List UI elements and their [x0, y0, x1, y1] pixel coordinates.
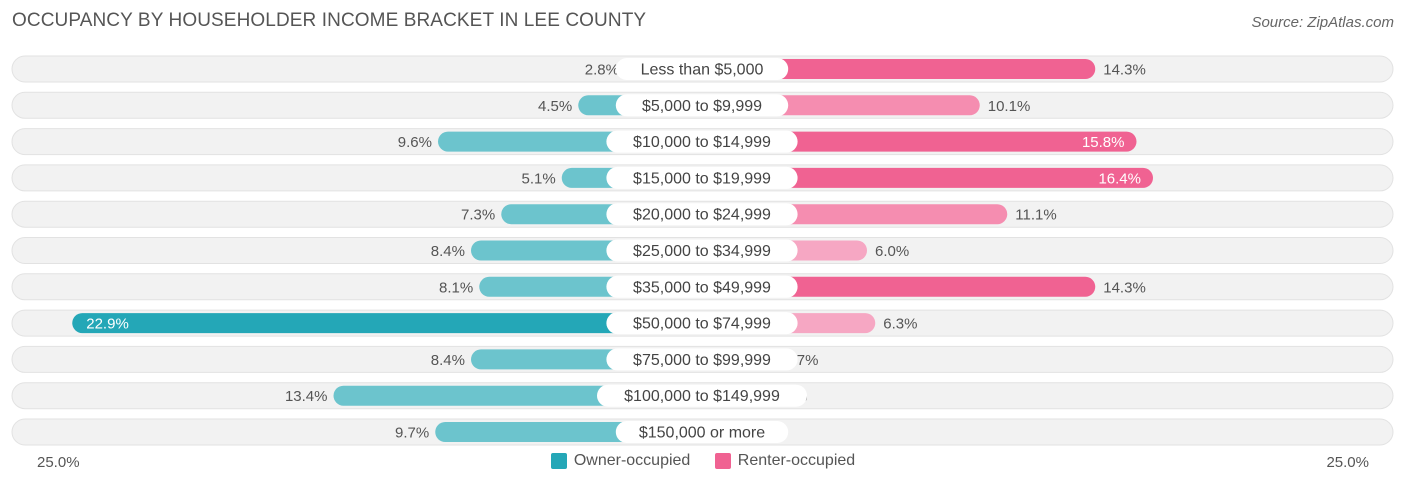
renter-bar — [702, 167, 1153, 188]
renter-value-label: 11.1% — [1015, 207, 1056, 224]
legend-item-owner: Owner-occupied — [550, 452, 691, 470]
category-pill — [606, 348, 798, 371]
category-pill — [615, 421, 789, 443]
owner-value-label: 13.4% — [285, 388, 328, 405]
owner-value-label: 8.1% — [439, 279, 473, 296]
category-pill — [606, 203, 798, 226]
axis-right-label: 25.0% — [1326, 454, 1369, 471]
owner-value-label: 7.3% — [461, 207, 495, 224]
renter-bar — [702, 276, 1096, 297]
category-pill — [615, 94, 789, 117]
category-label: $20,000 to $24,999 — [633, 207, 771, 224]
category-label: $5,000 to $9,999 — [642, 98, 762, 115]
owner-value-label: 5.1% — [522, 170, 556, 187]
owner-value-label: 4.5% — [538, 98, 572, 115]
legend-label-owner: Owner-occupied — [573, 452, 691, 469]
category-label: $35,000 to $49,999 — [633, 279, 771, 296]
category-label: $75,000 to $99,999 — [633, 352, 771, 369]
chart-source: Source: ZipAtlas.com — [1251, 14, 1394, 31]
category-label: $15,000 to $19,999 — [633, 170, 771, 187]
category-pill — [606, 275, 798, 298]
owner-value-label: 2.8% — [585, 62, 619, 79]
owner-value-label: 9.6% — [398, 134, 432, 151]
category-pill — [606, 130, 798, 153]
category-pill — [606, 166, 798, 189]
axis-left-label: 25.0% — [37, 454, 80, 471]
renter-value-label: 15.8% — [1082, 134, 1125, 151]
legend-swatch-renter — [714, 453, 731, 469]
renter-value-label: 10.1% — [988, 98, 1031, 115]
legend-swatch-owner — [550, 453, 567, 469]
owner-bar — [72, 313, 702, 334]
category-label: $100,000 to $149,999 — [624, 388, 780, 405]
category-label: $50,000 to $74,999 — [633, 316, 771, 333]
owner-value-label: 8.4% — [431, 243, 465, 260]
renter-bar — [702, 131, 1137, 152]
owner-value-label: 9.7% — [395, 425, 429, 442]
category-pill — [597, 384, 807, 407]
category-label: $150,000 or more — [639, 425, 765, 442]
owner-value-label: 8.4% — [431, 352, 465, 369]
renter-value-label: 6.0% — [875, 243, 909, 260]
renter-value-label: 6.3% — [883, 316, 917, 333]
legend-label-renter: Renter-occupied — [737, 452, 856, 469]
legend: Owner-occupied Renter-occupied — [0, 452, 1406, 474]
legend-item-renter: Renter-occupied — [714, 452, 856, 470]
renter-value-label: 16.4% — [1098, 170, 1141, 187]
owner-value-label: 22.9% — [86, 316, 129, 333]
category-pill — [606, 312, 798, 335]
renter-value-label: 14.3% — [1103, 62, 1146, 79]
category-label: $25,000 to $34,999 — [633, 243, 771, 260]
category-label: Less than $5,000 — [641, 62, 764, 79]
chart-title: OCCUPANCY BY HOUSEHOLDER INCOME BRACKET … — [12, 10, 647, 31]
renter-bar — [702, 59, 1096, 79]
renter-value-label: 14.3% — [1103, 279, 1146, 296]
category-label: $10,000 to $14,999 — [633, 134, 771, 151]
category-pill — [606, 239, 798, 262]
category-pill — [615, 58, 789, 80]
